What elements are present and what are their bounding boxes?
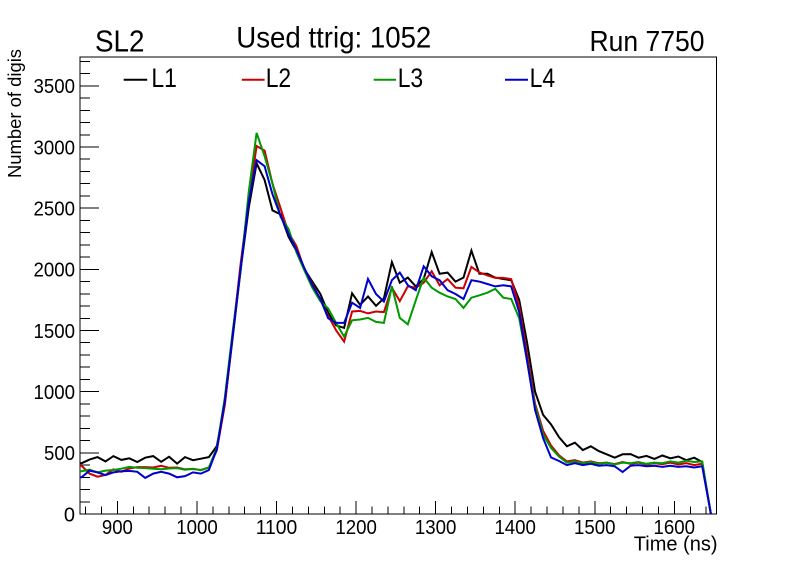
svg-text:2000: 2000	[34, 260, 76, 282]
svg-text:3500: 3500	[34, 76, 76, 98]
svg-text:Used ttrig: 1052: Used ttrig: 1052	[236, 22, 431, 55]
svg-text:L4: L4	[530, 63, 556, 93]
svg-text:900: 900	[102, 517, 133, 539]
svg-text:1000: 1000	[176, 517, 218, 539]
svg-text:0: 0	[64, 504, 75, 526]
svg-text:SL2: SL2	[95, 25, 145, 59]
svg-text:1100: 1100	[256, 517, 298, 539]
svg-text:L3: L3	[398, 63, 424, 93]
svg-text:3000: 3000	[34, 137, 76, 159]
svg-text:Number of digis: Number of digis	[4, 49, 25, 178]
svg-text:1500: 1500	[34, 321, 76, 343]
svg-text:500: 500	[44, 443, 75, 465]
svg-text:1400: 1400	[494, 517, 536, 539]
svg-text:1500: 1500	[574, 517, 616, 539]
svg-text:1300: 1300	[415, 517, 457, 539]
svg-text:1200: 1200	[335, 517, 377, 539]
svg-text:L2: L2	[266, 63, 292, 93]
svg-text:1000: 1000	[34, 382, 76, 404]
svg-text:Run 7750: Run 7750	[590, 26, 705, 58]
svg-text:2500: 2500	[34, 199, 76, 221]
svg-text:Time (ns): Time (ns)	[634, 534, 718, 556]
svg-text:L1: L1	[151, 63, 177, 93]
svg-text:1600: 1600	[654, 517, 696, 539]
